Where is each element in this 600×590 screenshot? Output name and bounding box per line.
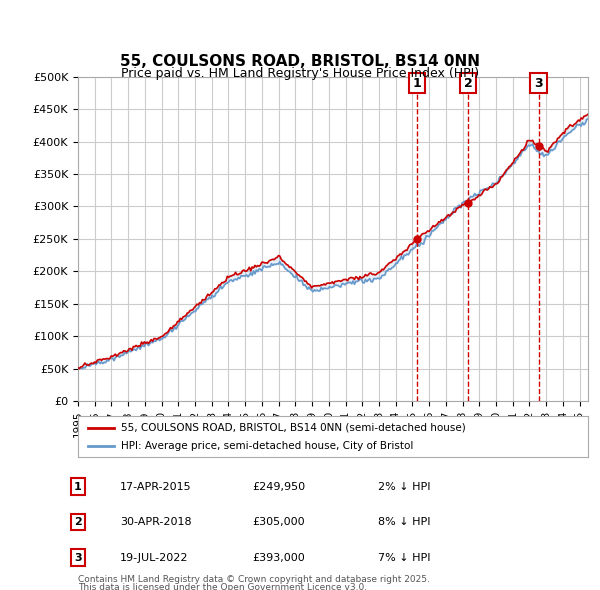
Text: 1: 1	[74, 482, 82, 491]
Text: HPI: Average price, semi-detached house, City of Bristol: HPI: Average price, semi-detached house,…	[121, 441, 414, 451]
Text: Contains HM Land Registry data © Crown copyright and database right 2025.: Contains HM Land Registry data © Crown c…	[78, 575, 430, 584]
Text: 7% ↓ HPI: 7% ↓ HPI	[378, 553, 431, 562]
Text: 55, COULSONS ROAD, BRISTOL, BS14 0NN: 55, COULSONS ROAD, BRISTOL, BS14 0NN	[120, 54, 480, 70]
Text: 1: 1	[413, 77, 422, 90]
Text: 55, COULSONS ROAD, BRISTOL, BS14 0NN (semi-detached house): 55, COULSONS ROAD, BRISTOL, BS14 0NN (se…	[121, 422, 466, 432]
Text: 3: 3	[534, 77, 543, 90]
Text: Price paid vs. HM Land Registry's House Price Index (HPI): Price paid vs. HM Land Registry's House …	[121, 67, 479, 80]
Text: 3: 3	[74, 553, 82, 562]
Text: 2% ↓ HPI: 2% ↓ HPI	[378, 482, 431, 491]
Text: 19-JUL-2022: 19-JUL-2022	[120, 553, 188, 562]
Text: £393,000: £393,000	[252, 553, 305, 562]
Text: 8% ↓ HPI: 8% ↓ HPI	[378, 517, 431, 527]
Text: 2: 2	[464, 77, 472, 90]
Text: 2: 2	[74, 517, 82, 527]
Text: This data is licensed under the Open Government Licence v3.0.: This data is licensed under the Open Gov…	[78, 582, 367, 590]
Text: 30-APR-2018: 30-APR-2018	[120, 517, 191, 527]
Text: £249,950: £249,950	[252, 482, 305, 491]
Text: 17-APR-2015: 17-APR-2015	[120, 482, 191, 491]
Text: £305,000: £305,000	[252, 517, 305, 527]
